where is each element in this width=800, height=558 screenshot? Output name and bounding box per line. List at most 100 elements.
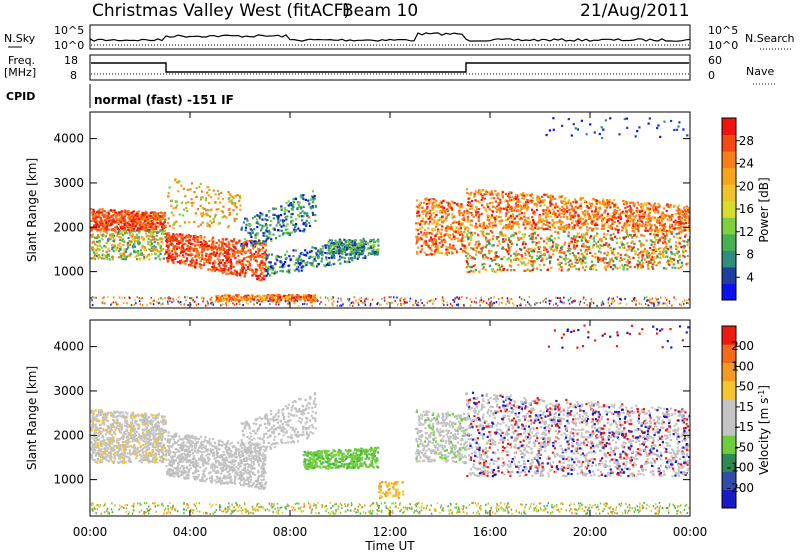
range-gate-cell [491,202,493,204]
range-gate-cell [591,221,593,223]
range-gate-cell [447,304,449,306]
range-gate-cell [333,263,335,265]
range-gate-cell [493,296,495,298]
range-gate-cell [254,240,256,242]
range-gate-cell [133,219,135,221]
range-gate-cell [558,237,560,239]
range-gate-cell [175,201,177,203]
range-gate-cell [261,225,263,227]
range-gate-cell [681,217,683,219]
range-gate-cell [636,300,638,302]
range-gate-cell [308,222,310,224]
range-gate-cell [439,202,441,204]
range-gate-cell [514,218,516,220]
range-gate-cell [351,251,353,253]
range-gate-cell [250,236,252,238]
range-gate-cell [207,268,209,270]
range-gate-cell [609,199,611,201]
range-gate-cell [173,300,175,302]
range-gate-cell [292,255,294,257]
range-gate-cell [291,299,293,301]
range-gate-cell [437,207,439,209]
range-gate-cell [439,242,441,244]
range-gate-cell [222,242,224,244]
range-gate-cell [657,304,659,306]
range-gate-cell [200,183,202,185]
range-gate-cell [311,305,313,307]
range-gate-cell [669,300,671,302]
range-gate-cell [175,255,177,257]
range-gate-cell [128,221,130,223]
range-gate-cell [107,216,109,218]
range-gate-cell [509,191,511,193]
range-gate-cell [636,207,638,209]
range-gate-cell [575,220,577,222]
range-gate-cell [208,240,210,242]
range-gate-cell [531,201,533,203]
range-gate-cell [510,269,512,271]
range-gate-cell [245,229,247,231]
range-gate-cell [488,252,490,254]
range-gate-cell [301,215,303,217]
range-gate-cell [543,194,545,196]
range-gate-cell [475,213,477,215]
range-gate-cell [185,207,187,209]
range-gate-cell [511,221,513,223]
range-gate-cell [284,207,286,209]
range-gate-cell [554,216,556,218]
range-gate-cell [219,300,221,302]
range-gate-cell [193,248,195,250]
range-gate-cell [271,294,273,296]
range-gate-cell [619,222,621,224]
range-gate-cell [127,242,129,244]
range-gate-cell [133,210,135,212]
range-gate-cell [232,273,234,275]
range-gate-cell [172,214,174,216]
range-gate-cell [421,245,423,247]
range-gate-cell [261,219,263,221]
range-gate-cell [428,199,430,201]
range-gate-cell [101,224,103,226]
range-gate-cell [267,237,269,239]
range-gate-cell [424,252,426,254]
range-gate-cell [300,259,302,261]
range-gate-cell [582,218,584,220]
range-gate-cell [450,224,452,226]
range-gate-cell [435,226,437,228]
range-gate-cell [568,245,570,247]
range-gate-cell [541,196,543,198]
range-gate-cell [211,222,213,224]
range-gate-cell [552,213,554,215]
range-gate-cell [420,299,422,301]
range-gate-cell [167,297,169,299]
range-gate-cell [459,214,461,216]
range-gate-cell [424,223,426,225]
range-gate-cell [349,253,351,255]
range-gate-cell [306,261,308,263]
range-gate-cell [183,250,185,252]
range-gate-cell [200,241,202,243]
range-gate-cell [549,303,551,305]
range-gate-cell [96,245,98,247]
range-gate-cell [648,229,650,231]
range-gate-cell [170,205,172,207]
range-gate-cell [428,223,430,225]
range-gate-cell [312,260,314,262]
range-gate-cell [96,211,98,213]
range-gate-cell [604,206,606,208]
range-gate-cell [649,298,651,300]
range-gate-cell [615,228,617,230]
range-gate-cell [582,224,584,226]
freq-tick-bottom: 8 [70,69,77,82]
range-gate-cell [274,214,276,216]
range-gate-cell [206,222,208,224]
range-gate-cell [361,242,363,244]
range-gate-cell [338,298,340,300]
range-gate-cell [205,305,207,307]
range-gate-cell [429,221,431,223]
range-gate-cell [554,213,556,215]
range-gate-cell [303,212,305,214]
range-gate-cell [340,298,342,300]
range-gate-cell [129,297,131,299]
range-gate-cell [253,253,255,255]
